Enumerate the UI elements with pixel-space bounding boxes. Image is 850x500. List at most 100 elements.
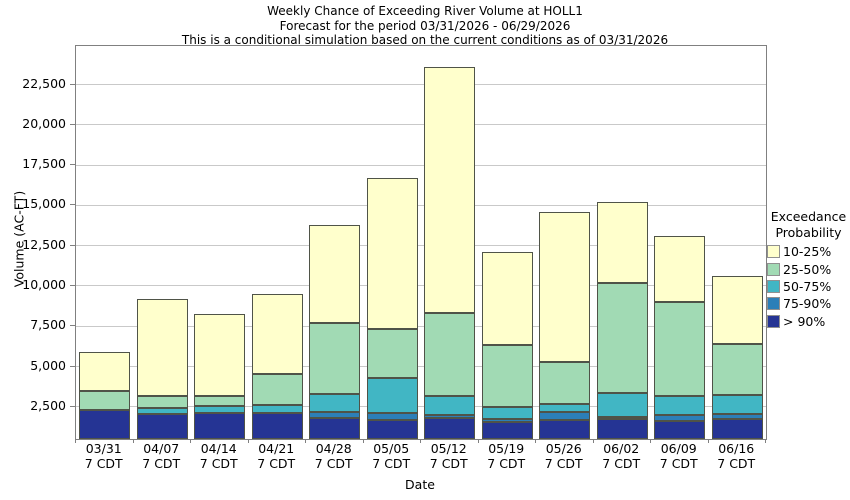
bar-segment [711, 419, 763, 439]
x-tick-label: 05/26 7 CDT [535, 441, 593, 471]
y-tick-label: 22,500 [22, 75, 66, 91]
legend-item-label: 10-25% [783, 244, 832, 260]
page-note: This is a conditional simulation based o… [181, 33, 669, 47]
legend-item-label: 25-50% [783, 261, 832, 277]
bar-segment [654, 395, 706, 415]
y-tick-label: 17,500 [22, 156, 66, 172]
x-tick [132, 439, 134, 443]
x-tick-label: 05/12 7 CDT [420, 441, 478, 471]
y-tick-label: 20,000 [22, 115, 66, 131]
x-tick-date: 06/09 [660, 441, 697, 456]
x-tick-time: 7 CDT [84, 455, 123, 471]
x-tick [190, 439, 191, 443]
bar-segment [136, 413, 188, 439]
bar-segment [596, 202, 648, 283]
legend-item: 50-75% [767, 278, 850, 295]
x-tick-time: 7 CDT [544, 455, 583, 471]
bar-segment [539, 211, 591, 362]
bar-segment [79, 390, 131, 410]
legend-items: 10-25% 25-50% 50-75% 75-90% > 90% [767, 243, 850, 330]
x-tick-time: 7 CDT [257, 455, 296, 471]
x-tick-label: 04/28 7 CDT [305, 441, 363, 471]
y-tick [70, 244, 75, 246]
legend-title-line2: Probability [775, 224, 842, 240]
x-tick-date: 06/16 [718, 441, 755, 456]
x-tick-time: 7 CDT [199, 455, 238, 471]
legend-swatch [767, 262, 780, 276]
x-tick [247, 439, 249, 443]
bar-segment [424, 418, 476, 439]
x-tick-time: 7 CDT [659, 455, 698, 471]
y-tick [70, 204, 75, 206]
plot-area [75, 45, 767, 440]
y-tick-label: 12,500 [22, 236, 66, 252]
x-tick [707, 439, 709, 443]
bar-segment [481, 422, 533, 439]
bar-segment [366, 178, 418, 330]
bar-segment [596, 416, 648, 420]
y-tick-label: 7,500 [30, 317, 66, 333]
y-tick [70, 365, 75, 367]
bar-segment [309, 412, 361, 419]
bar-segment [251, 412, 303, 439]
bar-segment [481, 344, 533, 408]
bar-segment [596, 419, 648, 439]
x-tick-time: 7 CDT [142, 455, 181, 471]
x-tick-label: 05/05 7 CDT [362, 441, 420, 471]
x-tick-label: 06/09 7 CDT [650, 441, 708, 471]
legend-item: 25-50% [767, 260, 850, 277]
gridline [76, 84, 766, 86]
x-tick [535, 439, 536, 443]
bar-segment [136, 396, 188, 408]
bar-segment [539, 361, 591, 405]
legend-swatch [767, 297, 780, 311]
y-tick-label: 2,500 [30, 397, 66, 413]
bar-segment [194, 406, 246, 413]
bar-segment [309, 323, 361, 394]
bar-segment [424, 312, 476, 396]
x-tick-time: 7 CDT [372, 455, 411, 471]
bar-segment [654, 236, 706, 303]
bar-segment [194, 412, 246, 439]
x-tick [420, 439, 421, 443]
x-tick-date: 04/14 [200, 441, 237, 456]
page-subtitle: Forecast for the period 03/31/2026 - 06/… [279, 18, 571, 33]
x-tick-time: 7 CDT [717, 455, 756, 471]
bar-segment [136, 298, 188, 397]
x-tick [362, 439, 364, 443]
x-tick-date: 04/21 [258, 441, 295, 456]
bar-segment [366, 329, 418, 379]
y-tick-label: 10,000 [22, 276, 66, 292]
bar-segment [251, 294, 303, 374]
chart-title-block: Weekly Chance of Exceeding River Volume … [0, 4, 850, 48]
bar-segment [654, 414, 706, 422]
gridline [76, 164, 766, 166]
x-tick-time: 7 CDT [487, 455, 526, 471]
bar-segment [481, 407, 533, 420]
x-axis-label: Date [405, 477, 435, 492]
x-tick-time: 7 CDT [429, 455, 468, 471]
legend-item: 10-25% [767, 243, 850, 260]
bar-segment [251, 405, 303, 413]
gridline [76, 406, 766, 408]
y-tick [70, 123, 75, 125]
x-tick-date: 05/12 [430, 441, 467, 456]
x-tick-label: 05/19 7 CDT [477, 441, 535, 471]
legend-item: > 90% [767, 313, 850, 330]
x-tick-date: 04/07 [143, 441, 180, 456]
gridline [76, 204, 766, 206]
x-tick-date: 03/31 [85, 441, 122, 456]
x-tick-label: 03/31 7 CDT [75, 441, 133, 471]
x-tick-label: 04/07 7 CDT [132, 441, 190, 471]
bar-segment [481, 252, 533, 345]
bar-segment [539, 404, 591, 412]
legend-swatch [767, 279, 780, 293]
legend-swatch [767, 245, 780, 259]
bar-segment [251, 373, 303, 406]
legend-item-label: 75-90% [783, 296, 832, 312]
bar-segment [711, 276, 763, 345]
page-title: Weekly Chance of Exceeding River Volume … [267, 4, 583, 18]
gridline [76, 124, 766, 126]
x-tick [305, 439, 306, 443]
y-tick [70, 284, 75, 286]
